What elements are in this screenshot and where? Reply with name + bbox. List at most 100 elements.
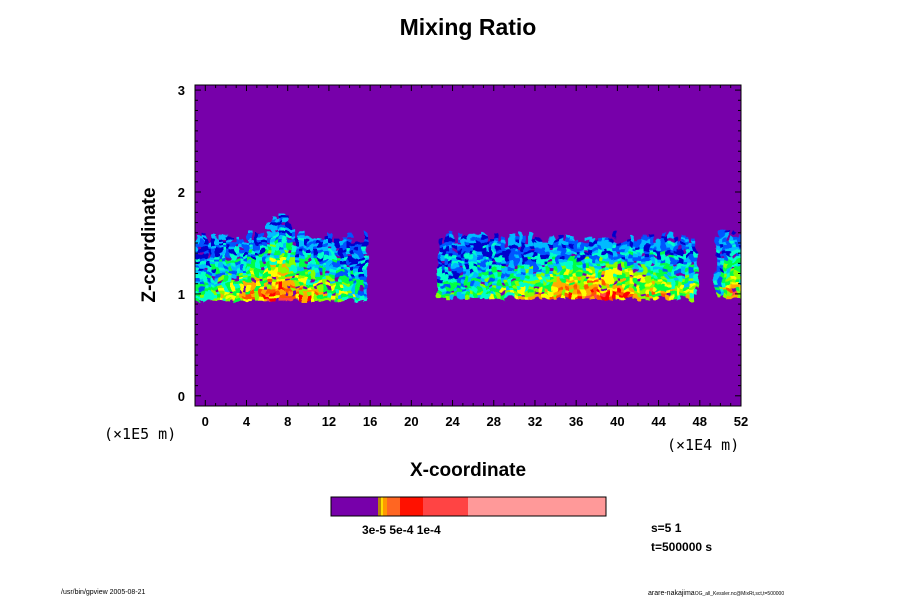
field-cell <box>227 262 232 267</box>
field-cell <box>719 244 724 248</box>
field-cell <box>573 267 578 272</box>
field-cell <box>211 286 216 290</box>
field-cell <box>715 269 720 274</box>
field-cell <box>621 275 626 280</box>
field-cell <box>545 252 550 256</box>
field-cell <box>525 287 530 292</box>
field-cell <box>231 272 236 276</box>
field-cell <box>295 275 300 279</box>
field-cell <box>235 234 240 239</box>
field-cell <box>247 271 252 275</box>
field-cell <box>609 275 614 280</box>
field-cell <box>267 279 272 284</box>
field-cell <box>541 252 546 256</box>
field-cell <box>593 289 598 293</box>
field-cell <box>589 263 594 267</box>
field-cell <box>505 261 510 265</box>
field-cell <box>577 264 582 269</box>
field-cell <box>727 240 732 245</box>
field-cell <box>665 248 670 252</box>
field-cell <box>445 293 450 298</box>
field-cell <box>489 266 494 270</box>
field-cell <box>303 238 308 242</box>
colorbar-frame <box>330 496 607 517</box>
field-cell <box>529 259 534 264</box>
field-cell <box>351 266 356 271</box>
field-cell <box>271 279 276 283</box>
field-cell <box>215 255 220 259</box>
field-cell <box>677 260 682 265</box>
field-cell <box>207 287 212 292</box>
field-cell <box>601 241 606 246</box>
field-cell <box>319 277 324 282</box>
field-cell <box>685 280 690 284</box>
field-cell <box>351 287 356 292</box>
field-cell <box>577 291 582 296</box>
field-cell <box>465 260 470 264</box>
field-cell <box>657 252 662 256</box>
field-cell <box>517 277 522 281</box>
field-cell <box>279 237 284 242</box>
field-cell <box>231 242 236 246</box>
field-cell <box>681 290 686 295</box>
field-cell <box>665 260 670 264</box>
field-cell <box>259 292 264 296</box>
field-cell <box>561 272 566 276</box>
field-cell <box>359 284 364 288</box>
field-cell <box>573 282 578 287</box>
field-cell <box>195 299 200 303</box>
field-cell <box>685 271 690 275</box>
field-cell <box>441 279 446 283</box>
field-cell <box>505 249 510 253</box>
field-cell <box>199 281 204 286</box>
field-cell <box>339 264 344 269</box>
field-cell <box>359 245 364 249</box>
field-cell <box>501 269 506 273</box>
field-cell <box>239 271 244 276</box>
field-cell <box>259 256 264 260</box>
field-cell <box>561 269 566 273</box>
field-cell <box>461 289 466 293</box>
field-cell <box>589 290 594 294</box>
field-cell <box>633 244 638 249</box>
field-cell <box>629 270 634 274</box>
field-cell <box>715 266 720 271</box>
field-cell <box>497 261 502 266</box>
field-cell <box>509 294 514 298</box>
field-cell <box>521 248 526 252</box>
field-cell <box>617 247 622 251</box>
field-cell <box>673 292 678 297</box>
field-cell <box>327 256 332 260</box>
field-cell <box>263 277 268 282</box>
field-cell <box>307 251 312 256</box>
field-cell <box>665 269 670 273</box>
field-cell <box>283 271 288 275</box>
field-cell <box>231 254 236 258</box>
field-cell <box>267 246 272 251</box>
chart-title: Mixing Ratio <box>399 14 537 40</box>
field-cell <box>593 253 598 257</box>
field-cell <box>541 261 546 265</box>
field-cell <box>657 282 662 286</box>
field-cell <box>553 287 558 291</box>
field-cell <box>331 284 336 288</box>
field-cell <box>629 285 634 289</box>
field-cell <box>661 249 666 254</box>
field-cell <box>739 266 741 271</box>
field-cell <box>533 280 538 284</box>
field-cell <box>287 288 292 292</box>
field-cell <box>549 250 554 254</box>
field-cell <box>267 264 272 269</box>
field-cell <box>327 298 332 302</box>
field-cell <box>677 269 682 274</box>
field-cell <box>243 283 248 288</box>
field-cell <box>339 285 344 290</box>
field-cell <box>235 237 240 242</box>
field-cell <box>735 281 740 285</box>
field-cell <box>275 231 280 235</box>
field-cell <box>489 260 494 264</box>
field-cell <box>271 258 276 262</box>
field-cell <box>223 246 228 250</box>
field-cell <box>673 244 678 249</box>
field-cell <box>331 260 336 264</box>
